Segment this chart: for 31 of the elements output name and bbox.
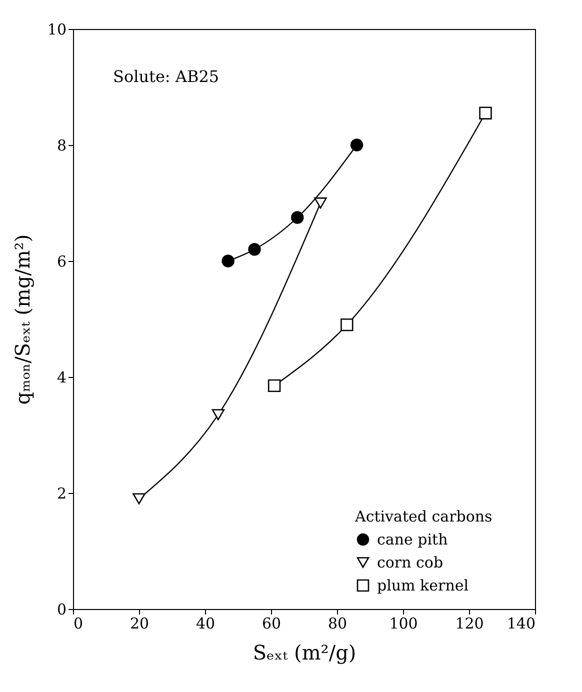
x-tick-label: 40: [196, 614, 216, 632]
point: [212, 409, 225, 420]
legend-label: corn cob: [377, 554, 444, 572]
point: [132, 493, 146, 504]
y-tick-label: 4: [56, 368, 66, 386]
legend-label: plum kernel: [377, 576, 469, 594]
y-tick-label: 10: [47, 20, 66, 38]
x-tick-label: 0: [74, 614, 84, 632]
point: [350, 138, 364, 152]
x-tick-label: 20: [130, 614, 150, 632]
y-tick-label: 6: [56, 252, 66, 270]
point: [248, 243, 261, 256]
x-tick-label: 140: [506, 614, 536, 632]
x-tick-label: 100: [389, 614, 418, 632]
x-tick-label: 60: [262, 614, 282, 632]
point: [314, 197, 327, 209]
point: [340, 318, 354, 332]
legend-title: Activated carbons: [354, 508, 492, 526]
point: [291, 211, 304, 224]
legend-label: cane pith: [377, 530, 448, 548]
y-axis-title: qₘₒₙ/Sₑₓₜ (mg/m²): [10, 234, 34, 405]
y-tick-label: 8: [56, 136, 66, 154]
x-axis-title: Sₑₓₜ (m²/g): [252, 640, 356, 664]
y-tick-label: 2: [56, 484, 66, 502]
point: [222, 254, 234, 268]
point: [268, 379, 281, 392]
x-tick-label: 120: [455, 614, 484, 632]
y-tick-label: 0: [56, 600, 66, 618]
x-tick-label: 80: [328, 614, 348, 632]
annotation: Solute: AB25: [113, 67, 220, 86]
point: [479, 106, 492, 120]
